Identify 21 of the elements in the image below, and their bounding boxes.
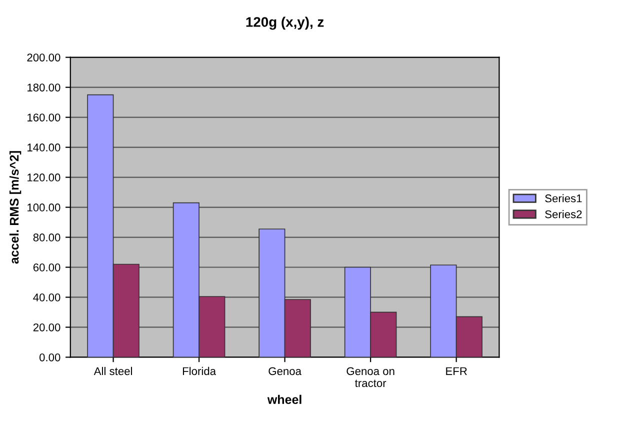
y-tick-label: 0.00 (39, 353, 60, 362)
y-tick-label: 180.00 (28, 84, 60, 92)
y-tick-label: 160.00 (28, 114, 60, 122)
y-tick-label: 200.00 (27, 54, 60, 62)
legend-label: Series1 (545, 194, 582, 202)
y-tick-label: 60.00 (33, 264, 60, 272)
y-tick-label: 40.00 (33, 294, 60, 302)
y-axis-title: accel. RMS [m/s^2] (9, 151, 22, 264)
x-tick-label: Florida (182, 366, 216, 376)
x-axis-title: wheel (267, 394, 302, 404)
x-tick-label: EFR (446, 367, 467, 375)
y-tick-label: 20.00 (33, 323, 60, 332)
x-tick-label: Genoa (268, 367, 302, 376)
y-tick-label: 80.00 (33, 234, 60, 242)
chart-title: 120g (x,y), z (246, 16, 324, 30)
y-tick-label: 120.00 (28, 174, 60, 182)
y-tick-label: 140.00 (28, 144, 60, 152)
x-tick-label: Genoa on tractor (346, 367, 394, 388)
y-tick-label: 100.00 (28, 204, 60, 212)
legend-label: Series2 (545, 210, 582, 218)
x-tick-label: All steel (94, 366, 132, 376)
